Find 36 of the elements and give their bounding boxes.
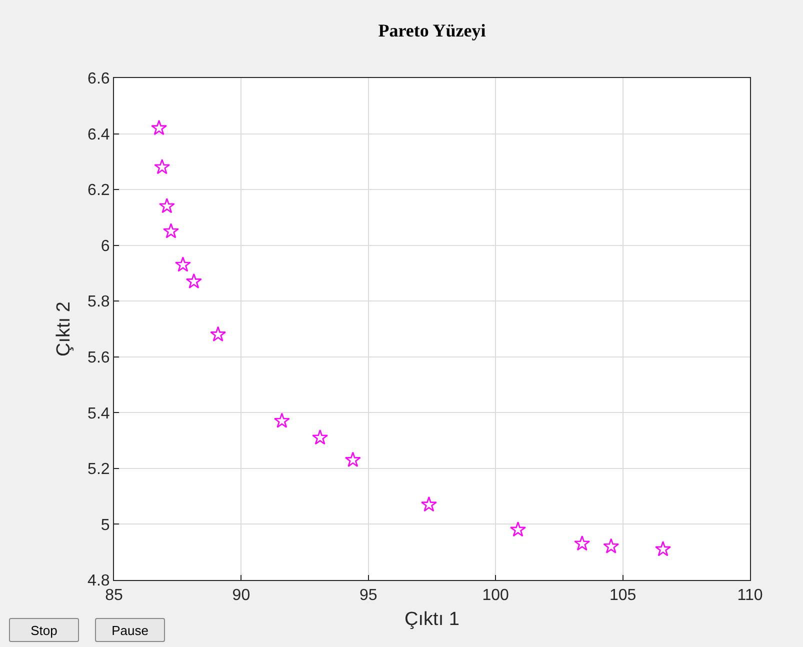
point	[186, 273, 202, 288]
x-axis-title: Çıktı 1	[404, 609, 460, 630]
point	[603, 538, 620, 554]
y-tick-label: 6.4	[88, 126, 110, 144]
y-tick-label: 5	[100, 516, 110, 534]
x-tick-label: 100	[482, 587, 510, 604]
point	[655, 540, 671, 556]
y-tick-label: 6.2	[88, 182, 110, 200]
point	[312, 429, 328, 445]
chart-title: Pareto Yüzeyi	[378, 20, 486, 40]
point	[420, 496, 437, 512]
y-tick-label: 5.4	[88, 405, 110, 422]
y-tick-label: 6.6	[88, 70, 110, 88]
point	[274, 412, 290, 428]
point	[210, 326, 226, 342]
y-tick-label: 5.2	[88, 461, 110, 478]
point	[344, 452, 361, 467]
point	[163, 223, 179, 238]
point	[158, 198, 175, 214]
point	[151, 120, 167, 136]
y-tick-label: 4.8	[88, 572, 110, 590]
x-tick-label: 95	[360, 587, 378, 604]
x-tick-label: 110	[737, 587, 763, 604]
point	[174, 256, 191, 272]
x-tick-label: 85	[105, 587, 123, 604]
button: Stop	[9, 618, 79, 642]
x-tick-label: 105	[609, 587, 636, 604]
point	[510, 521, 526, 537]
y-axis-title: Çıktı 2	[53, 302, 74, 356]
point	[574, 535, 590, 551]
button: Pause	[95, 618, 165, 642]
y-tick-label: 5.6	[88, 349, 110, 366]
x-tick-label: 90	[232, 587, 250, 604]
y-tick-label: 6	[100, 238, 110, 255]
point	[154, 158, 170, 174]
y-tick-label: 5.8	[88, 294, 110, 311]
